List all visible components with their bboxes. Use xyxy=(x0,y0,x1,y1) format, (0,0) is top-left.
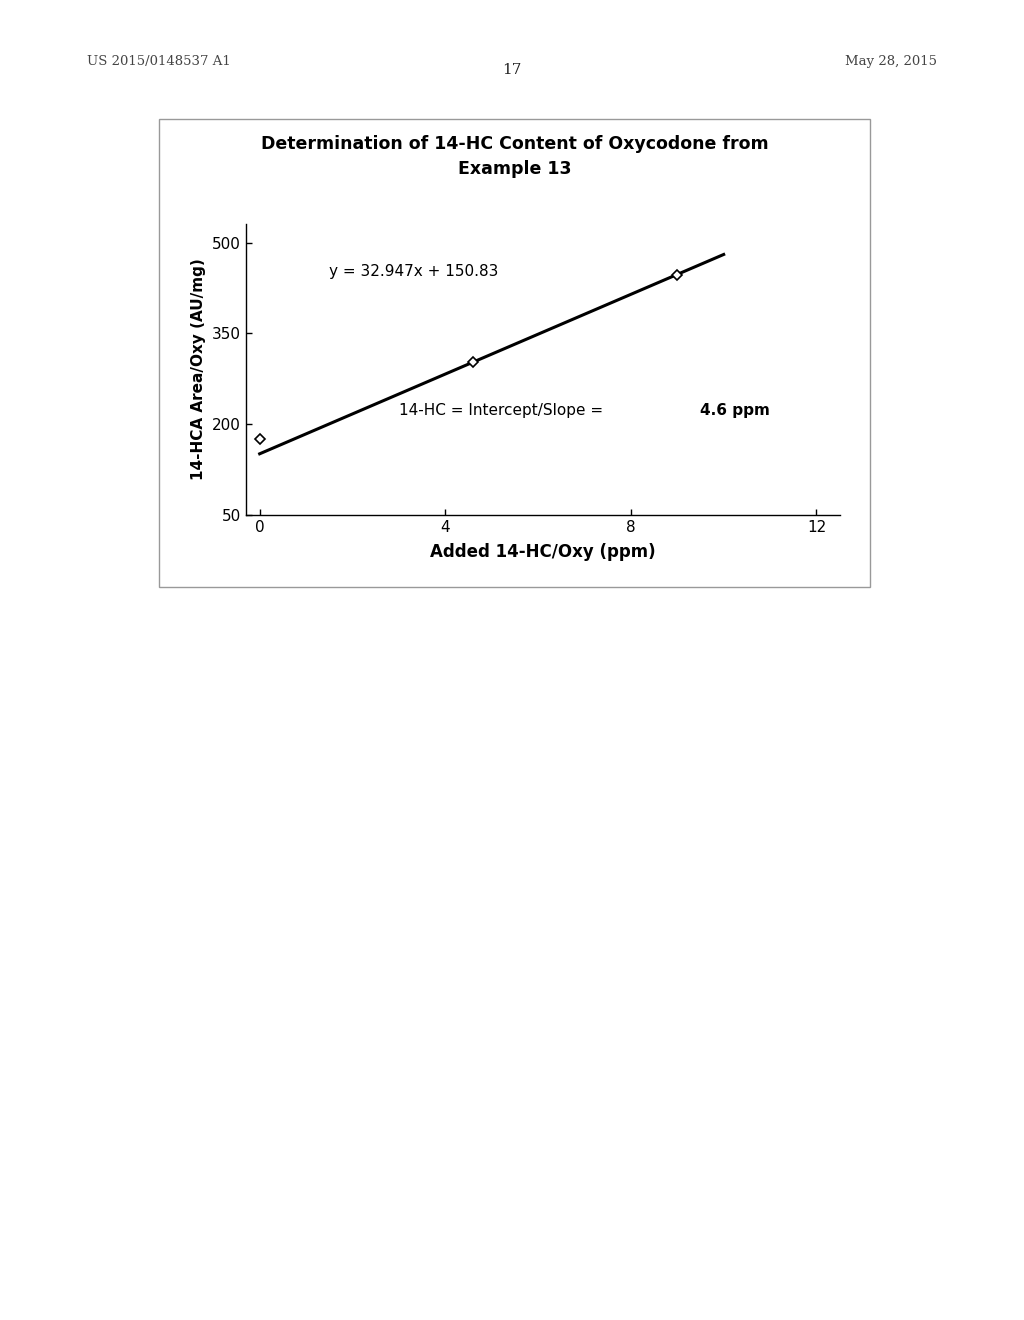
Text: US 2015/0148537 A1: US 2015/0148537 A1 xyxy=(87,55,230,69)
Text: May 28, 2015: May 28, 2015 xyxy=(845,55,937,69)
Text: y = 32.947x + 150.83: y = 32.947x + 150.83 xyxy=(330,264,499,279)
Text: 17: 17 xyxy=(503,63,521,78)
Text: 14-HC = Intercept/Slope =: 14-HC = Intercept/Slope = xyxy=(399,403,608,418)
Text: 4.6 ppm: 4.6 ppm xyxy=(700,403,770,418)
Y-axis label: 14-HCA Area/Oxy (AU/mg): 14-HCA Area/Oxy (AU/mg) xyxy=(191,259,207,480)
X-axis label: Added 14-HC/Oxy (ppm): Added 14-HC/Oxy (ppm) xyxy=(430,543,655,561)
Text: Determination of 14-HC Content of Oxycodone from
Example 13: Determination of 14-HC Content of Oxycod… xyxy=(261,135,768,178)
